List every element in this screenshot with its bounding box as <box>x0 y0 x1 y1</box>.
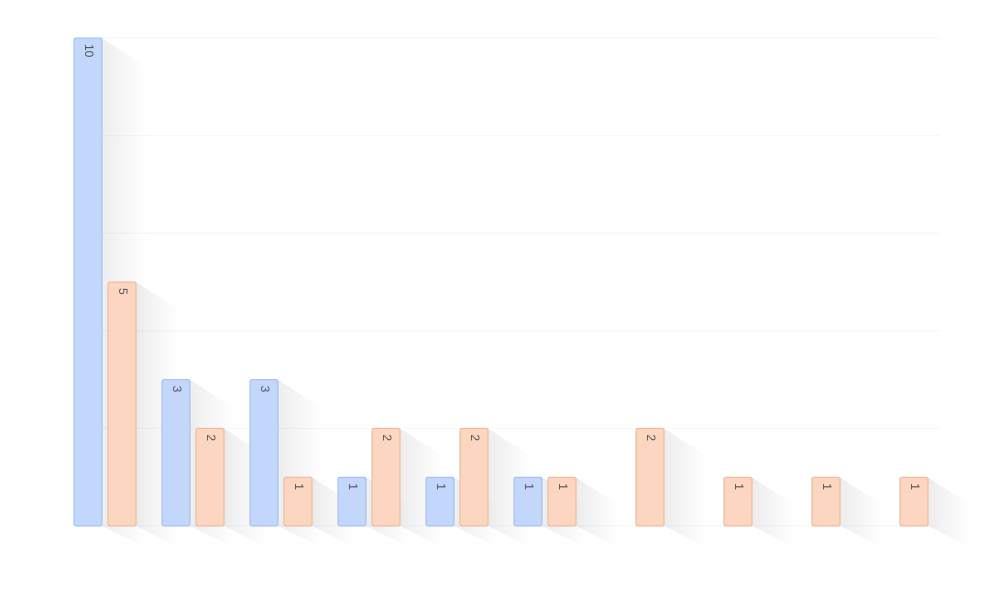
bar-value-label: 1 <box>732 483 746 490</box>
bar-shadow <box>752 477 796 548</box>
bar[interactable] <box>459 427 489 527</box>
bar[interactable] <box>249 379 279 527</box>
bar[interactable] <box>195 427 225 527</box>
bar-value-label: 2 <box>380 434 394 441</box>
bar-value-label: 2 <box>468 434 482 441</box>
bar[interactable] <box>513 476 543 527</box>
bar-value-label: 5 <box>116 288 130 295</box>
bar[interactable] <box>811 476 841 527</box>
bar-value-label: 10 <box>82 44 96 58</box>
bar-shadow <box>312 477 356 548</box>
bar[interactable] <box>899 476 929 527</box>
bar[interactable] <box>425 476 455 527</box>
bar[interactable] <box>161 379 191 527</box>
bar[interactable] <box>283 476 313 527</box>
bar-value-label: 2 <box>644 434 658 441</box>
bar-value-label: 1 <box>292 483 306 490</box>
bar[interactable] <box>371 427 401 527</box>
bar-value-label: 2 <box>204 434 218 441</box>
bar[interactable] <box>337 476 367 527</box>
bar-value-label: 3 <box>258 386 272 393</box>
bar-shadow <box>576 477 620 548</box>
bar[interactable] <box>73 37 103 527</box>
bar-shadows <box>102 38 972 548</box>
bars <box>73 37 929 527</box>
bar[interactable] <box>107 281 137 527</box>
bar[interactable] <box>635 427 665 527</box>
bar-value-label: 3 <box>170 386 184 393</box>
bar[interactable] <box>547 476 577 527</box>
bar-value-label: 1 <box>820 483 834 490</box>
bar-shadow <box>840 477 884 548</box>
bar-value-label: 1 <box>522 483 536 490</box>
bar[interactable] <box>723 476 753 527</box>
bar-value-labels: 10 3 3 1 1 1 5 2 1 2 2 1 2 1 1 1 <box>82 44 922 490</box>
bar-value-label: 1 <box>434 483 448 490</box>
bar-shadow <box>664 428 708 548</box>
bar-value-label: 1 <box>346 483 360 490</box>
bar-shadow <box>928 477 972 548</box>
bar-value-label: 1 <box>556 483 570 490</box>
bar-value-label: 1 <box>908 483 922 490</box>
